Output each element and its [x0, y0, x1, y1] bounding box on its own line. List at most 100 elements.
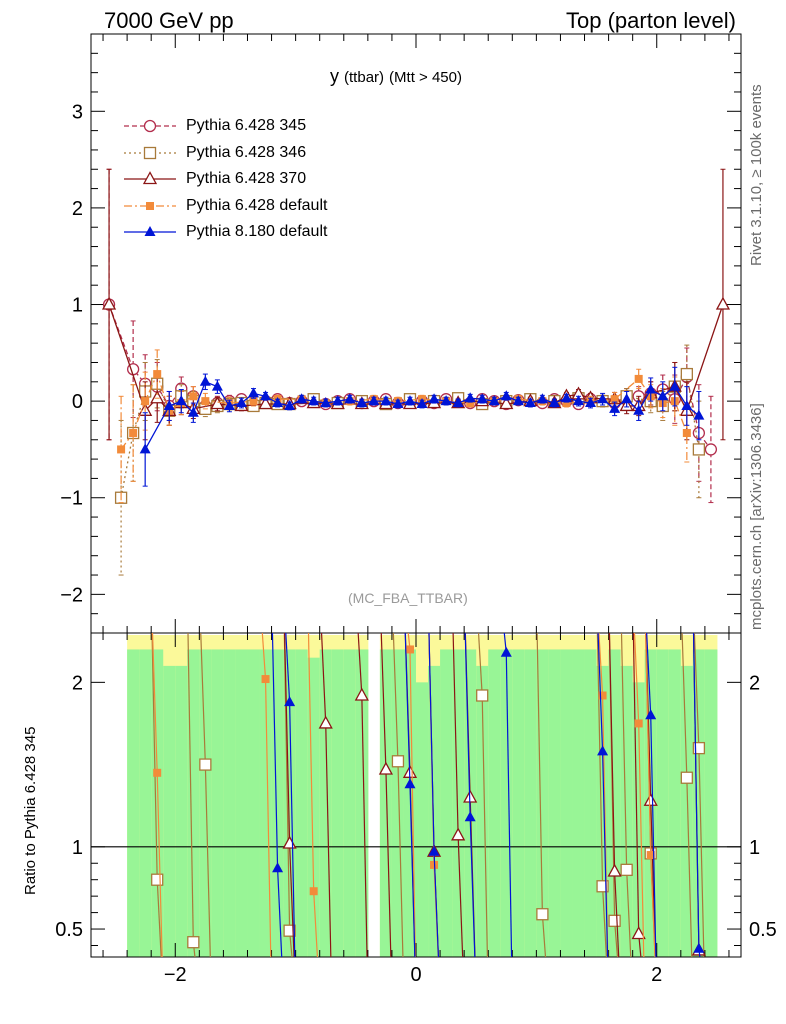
ratio-point-p6def — [153, 768, 162, 777]
band-green — [548, 649, 561, 957]
ratio-spike — [692, 633, 700, 949]
legend-marker — [146, 201, 154, 210]
ratio-spike — [597, 633, 604, 752]
ratio-spike — [271, 633, 279, 869]
ratio-spike — [541, 914, 547, 957]
ratio-point-p370 — [607, 863, 622, 877]
legend-item-p346: Pythia 6.428 346 — [122, 140, 327, 167]
ratio-spike — [289, 930, 293, 957]
ratio-point-p346 — [536, 908, 549, 921]
data-point-p8def — [585, 397, 597, 408]
ratio-point-p346 — [620, 863, 633, 876]
ratio-point-p8def — [597, 745, 609, 756]
data-point-p8def — [223, 399, 235, 410]
band-green — [536, 649, 549, 957]
ratio-spike — [357, 633, 363, 696]
ratio-spike — [433, 851, 440, 957]
y-tick-label-right: 2 — [749, 672, 760, 694]
ratio-spike — [404, 633, 411, 785]
ratio-spike — [645, 633, 652, 856]
legend-marker — [144, 226, 156, 237]
ratio-spike — [645, 633, 652, 801]
ratio-spike — [457, 835, 464, 957]
data-point-p8def — [693, 409, 705, 420]
band-green — [127, 649, 140, 957]
ratio-point-p346 — [692, 741, 706, 755]
band-green — [235, 649, 248, 957]
ratio-point-p370 — [451, 827, 466, 841]
ratio-spike — [638, 933, 642, 957]
data-point-p8def — [175, 395, 187, 406]
data-point-p8def — [392, 398, 404, 409]
data-point-p6def — [466, 399, 475, 408]
ratio-spike — [385, 769, 392, 957]
mcplots-label: mcplots.cern.ch [arXiv:1306.3436] — [748, 403, 765, 630]
ratio-spike — [313, 891, 319, 957]
data-point-p8def — [296, 393, 308, 404]
data-point-p6def — [153, 370, 162, 379]
ratio-spike — [325, 723, 332, 957]
ratio-spike — [380, 633, 387, 770]
band-green — [187, 649, 200, 957]
legend-swatch — [124, 226, 176, 237]
ratio-spike — [505, 652, 513, 957]
band-green — [223, 649, 236, 957]
ratio-spike — [650, 800, 657, 957]
band-green — [680, 665, 694, 957]
ratio-spike — [601, 751, 609, 957]
legend-label: Pythia 6.428 default — [186, 196, 328, 214]
data-point-p8def — [344, 393, 356, 404]
plot-title-var: y — [330, 66, 339, 86]
ratio-point-p346 — [187, 936, 200, 949]
data-point-p8def — [320, 397, 332, 408]
ratio-point-p346 — [391, 755, 405, 768]
band-green — [524, 649, 537, 957]
band-green — [584, 649, 598, 957]
data-point-p6def — [610, 395, 619, 404]
ratio-spike — [608, 633, 616, 872]
data-point-p8def — [609, 402, 621, 413]
y-tick-label: 2 — [72, 198, 83, 220]
ratio-spike — [307, 633, 315, 892]
ratio-spike — [464, 633, 471, 818]
data-point-p8def — [428, 393, 440, 404]
data-point-p8def — [248, 387, 259, 398]
data-point-p8def — [524, 397, 536, 408]
data-point-p8def — [284, 399, 296, 410]
data-point-p8def — [452, 397, 464, 408]
ratio-spike — [361, 695, 368, 957]
ratio-point-p346 — [199, 758, 212, 771]
upper-panel: −2 −1 0 1 2 3 — [60, 33, 742, 634]
ratio-panel: 0.5 0.5 1 1 2 2 −2 0 2 — [55, 632, 777, 986]
series-p6def — [117, 349, 691, 504]
y-tick-label: 3 — [72, 101, 83, 123]
data-point-p8def — [332, 395, 344, 406]
band-green — [391, 649, 405, 957]
band-green — [620, 665, 634, 957]
y-tick-label: −2 — [60, 584, 83, 606]
rivet-version-label: Rivet 3.1.10, ≥ 100k events — [748, 84, 765, 266]
ratio-point-p8def — [404, 778, 416, 789]
data-point-p8def — [211, 380, 223, 391]
ratio-spike — [646, 633, 652, 716]
band-green — [452, 649, 465, 957]
ratio-spike — [452, 633, 459, 836]
uncertainty-bands — [127, 635, 718, 957]
band-green — [704, 649, 718, 957]
data-point-p6def — [141, 397, 150, 406]
ratio-point-p8def — [693, 942, 705, 953]
data-point-p6def — [189, 392, 198, 401]
ratio-spike — [650, 855, 656, 957]
x-tick-label: 0 — [410, 964, 421, 986]
ratio-point-p346 — [151, 873, 164, 886]
legend-label: Pythia 8.180 default — [186, 223, 328, 241]
ratio-spike — [409, 649, 416, 957]
plot-title-sub: (ttbar) — [344, 69, 385, 86]
band-green — [331, 649, 345, 957]
band-green — [139, 649, 152, 957]
ratio-point-p370 — [354, 687, 369, 701]
legend-item-p8def: Pythia 8.180 default — [122, 219, 327, 246]
data-point-p8def — [260, 390, 272, 401]
data-point-p8def — [621, 393, 633, 404]
data-point-p346 — [692, 443, 706, 456]
